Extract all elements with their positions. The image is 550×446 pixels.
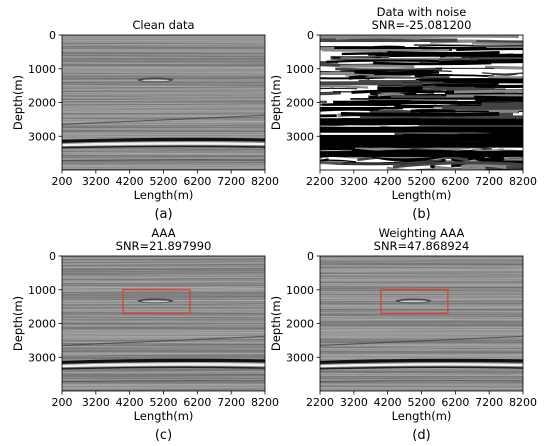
y-tick-label: 1000 [28, 63, 56, 76]
y-tick-label: 3000 [286, 130, 314, 143]
seismic-image [320, 35, 523, 170]
y-axis-label: Depth(m) [11, 296, 25, 351]
x-tick-label: 2200 [306, 396, 334, 409]
y-tick-label: 0 [307, 29, 314, 42]
x-tick-label: 4200 [374, 396, 402, 409]
panel-title: SNR=21.897990 [116, 239, 212, 253]
x-tick-label: 4200 [374, 175, 402, 188]
x-tick-label: 4200 [116, 175, 144, 188]
seismic-image [62, 256, 265, 391]
panel-caption: (a) [154, 207, 172, 222]
panel-caption: (b) [412, 207, 430, 222]
panel-a: 0 1000 2000 3000 200 3200 4200 5200 6200 7200 8200… [11, 18, 279, 222]
highlight-box [122, 289, 191, 315]
x-tick-label: 6200 [183, 175, 211, 188]
x-axis-label: Length(m) [392, 409, 452, 423]
panel-title: Weighting AAA [379, 226, 465, 240]
x-axis-label: Length(m) [392, 188, 452, 202]
y-tick-label: 3000 [28, 130, 56, 143]
panel-c: 0 1000 2000 3000 200 3200 4200 5200 6200 7200 8200… [11, 226, 279, 443]
y-tick-label: 1000 [28, 284, 56, 297]
x-tick-label: 7200 [475, 175, 503, 188]
x-tick-label: 3200 [82, 396, 110, 409]
x-axis-label: Length(m) [134, 409, 194, 423]
highlight-box [380, 289, 449, 315]
panel-caption: (d) [412, 428, 430, 443]
x-tick-label: 3200 [340, 396, 368, 409]
x-tick-label: 3200 [340, 175, 368, 188]
panel-title: Clean data [132, 18, 194, 32]
x-tick-label: 6200 [183, 396, 211, 409]
x-tick-label: 8200 [509, 396, 537, 409]
x-tick-label: 5200 [408, 396, 436, 409]
panel-caption: (c) [155, 428, 172, 443]
panel-d: 0 1000 2000 3000 2200 3200 4200 5200 6200 7200 820… [269, 226, 537, 443]
x-tick-label: 6200 [441, 175, 469, 188]
y-tick-label: 2000 [28, 318, 56, 331]
x-tick-label: 200 [52, 396, 73, 409]
seismic-image [62, 35, 265, 170]
x-axis-label: Length(m) [134, 188, 194, 202]
panel-title: AAA [151, 226, 175, 240]
panel-title: SNR=47.868924 [374, 239, 470, 253]
x-tick-label: 5200 [150, 175, 178, 188]
x-tick-label: 8200 [251, 396, 279, 409]
y-axis-label: Depth(m) [11, 75, 25, 130]
panel-b: 0 1000 2000 3000 2200 3200 4200 5200 6200 7200 820… [269, 5, 537, 222]
y-tick-label: 0 [49, 29, 56, 42]
y-tick-label: 1000 [286, 63, 314, 76]
y-tick-label: 1000 [286, 284, 314, 297]
panel-title: Data with noise [377, 5, 467, 19]
x-tick-label: 8200 [509, 175, 537, 188]
x-tick-label: 2200 [306, 175, 334, 188]
x-tick-label: 6200 [441, 396, 469, 409]
x-tick-label: 7200 [217, 396, 245, 409]
x-tick-label: 7200 [475, 396, 503, 409]
panel-title: SNR=-25.081200 [372, 18, 472, 32]
y-tick-label: 0 [307, 250, 314, 263]
x-tick-label: 5200 [150, 396, 178, 409]
x-tick-label: 3200 [82, 175, 110, 188]
y-tick-label: 2000 [286, 318, 314, 331]
y-tick-label: 3000 [286, 351, 314, 364]
y-axis-label: Depth(m) [269, 75, 283, 130]
seismic-image [320, 256, 523, 391]
y-tick-label: 2000 [286, 97, 314, 110]
x-tick-label: 200 [52, 175, 73, 188]
x-tick-label: 8200 [251, 175, 279, 188]
y-tick-label: 3000 [28, 351, 56, 364]
y-axis-label: Depth(m) [269, 296, 283, 351]
x-tick-label: 7200 [217, 175, 245, 188]
y-tick-label: 2000 [28, 97, 56, 110]
x-tick-label: 4200 [116, 396, 144, 409]
y-tick-label: 0 [49, 250, 56, 263]
x-tick-label: 5200 [408, 175, 436, 188]
